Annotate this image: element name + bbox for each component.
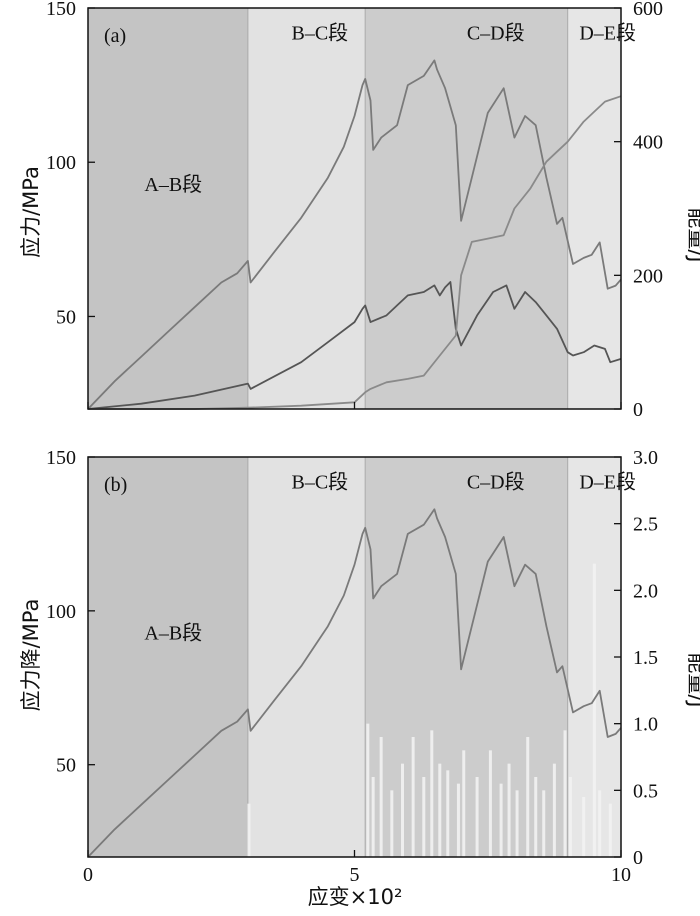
y-right-tick-label: 400 xyxy=(633,132,663,154)
y-left-tick-label: 50 xyxy=(56,755,76,777)
energy-bar xyxy=(438,763,442,857)
y-right-tick-label: 0 xyxy=(633,847,643,869)
energy-bar xyxy=(422,777,426,857)
x-tick-label: 5 xyxy=(350,864,360,886)
stage-label: C–D段 xyxy=(467,471,525,494)
y-right-tick-label: 2.5 xyxy=(633,514,658,536)
y-left-tick-label: 100 xyxy=(46,601,76,623)
axis-ticks xyxy=(87,456,622,858)
y-left-tick-label: 50 xyxy=(56,306,76,328)
stage-regions xyxy=(88,457,621,857)
panel-label: (b) xyxy=(104,474,127,496)
y-right-tick-label: 1.5 xyxy=(633,647,658,669)
y-axis-left-title: 应力/MPa xyxy=(19,166,43,258)
stage-region-2 xyxy=(365,457,568,857)
stage-label: D–E段 xyxy=(579,471,636,494)
energy-bar xyxy=(582,797,586,857)
x-tick-labels: 0 5 10 xyxy=(83,864,631,886)
y-right-tick-label: 200 xyxy=(633,265,663,287)
y-left-tick-label: 100 xyxy=(46,152,76,174)
energy-bar xyxy=(592,563,596,857)
energy-bar xyxy=(526,737,530,857)
energy-bar xyxy=(568,777,572,857)
left-tick-labels: 50 100 150 xyxy=(46,0,76,328)
stage-label: B–C段 xyxy=(292,22,349,45)
x-tick-label: 0 xyxy=(83,864,93,886)
x-tick-label: 10 xyxy=(611,864,631,886)
energy-bar xyxy=(507,763,511,857)
energy-bar xyxy=(515,790,519,857)
y-right-tick-label: 0.5 xyxy=(633,780,658,802)
y-right-tick-label: 2.0 xyxy=(633,580,658,602)
energy-bar xyxy=(456,783,460,857)
right-tick-labels: 0 0.5 1.0 1.5 2.0 2.5 3.0 xyxy=(633,447,658,869)
stage-region-2 xyxy=(365,8,568,409)
stage-region-0 xyxy=(88,8,248,409)
energy-bar xyxy=(400,763,404,857)
energy-bar xyxy=(371,777,375,857)
y-right-tick-label: 0 xyxy=(633,399,643,421)
energy-bars xyxy=(247,563,612,857)
data-lines xyxy=(87,508,622,858)
energy-bar xyxy=(534,777,538,857)
x-axis-title: 应变×10² xyxy=(308,885,403,909)
energy-bar xyxy=(542,790,546,857)
y-right-tick-label: 1.0 xyxy=(633,714,658,736)
energy-bar xyxy=(462,750,466,857)
y-right-tick-label: 3.0 xyxy=(633,447,658,469)
energy-bar xyxy=(411,737,415,857)
stage-label: A–B段 xyxy=(144,173,202,196)
energy-bar xyxy=(598,790,602,857)
y-left-tick-label: 150 xyxy=(46,447,76,469)
y-left-tick-label: 150 xyxy=(46,0,76,20)
panel-b: 50 100 150 0 0.5 1.0 1.5 2.0 2.5 3.0 0 5 10 A–B段 B–… xyxy=(19,447,700,909)
energy-bar xyxy=(446,770,450,857)
stage-label: C–D段 xyxy=(467,22,525,45)
stage-region-3 xyxy=(567,8,621,409)
energy-bar xyxy=(390,790,394,857)
series-line-0 xyxy=(87,59,622,410)
y-axis-left-title: 应力降/MPa xyxy=(19,599,43,712)
energy-bar xyxy=(608,803,612,857)
energy-bar xyxy=(499,783,503,857)
stage-label: B–C段 xyxy=(292,471,349,494)
energy-bar xyxy=(488,750,492,857)
y-axis-right-title: 能量/J xyxy=(685,652,700,707)
stage-region-0 xyxy=(88,457,248,857)
y-right-tick-label: 600 xyxy=(633,0,663,20)
energy-bar xyxy=(552,763,556,857)
stage-regions xyxy=(88,8,621,409)
series-line-0 xyxy=(87,508,622,858)
energy-bar xyxy=(379,737,383,857)
panel-label: (a) xyxy=(104,25,126,47)
panel-a: 50 100 150 0 200 400 600 A–B段 B–C段 C–D段 D–E段 (a)… xyxy=(19,0,700,421)
series-line-1 xyxy=(87,281,622,410)
stage-label: A–B段 xyxy=(144,621,202,644)
y-axis-right-title: 能量/J xyxy=(685,207,700,262)
energy-bar xyxy=(247,803,251,857)
energy-bar xyxy=(475,777,479,857)
axis-ticks xyxy=(87,7,622,410)
right-tick-labels: 0 200 400 600 xyxy=(633,0,663,421)
energy-bar xyxy=(366,723,370,857)
energy-bar xyxy=(563,730,567,857)
stage-labels: A–B段 B–C段 C–D段 D–E段 xyxy=(144,471,636,645)
left-tick-labels: 50 100 150 xyxy=(46,447,76,777)
stage-label: D–E段 xyxy=(579,22,636,45)
stage-labels: A–B段 B–C段 C–D段 D–E段 xyxy=(144,22,636,196)
energy-bar xyxy=(430,730,434,857)
